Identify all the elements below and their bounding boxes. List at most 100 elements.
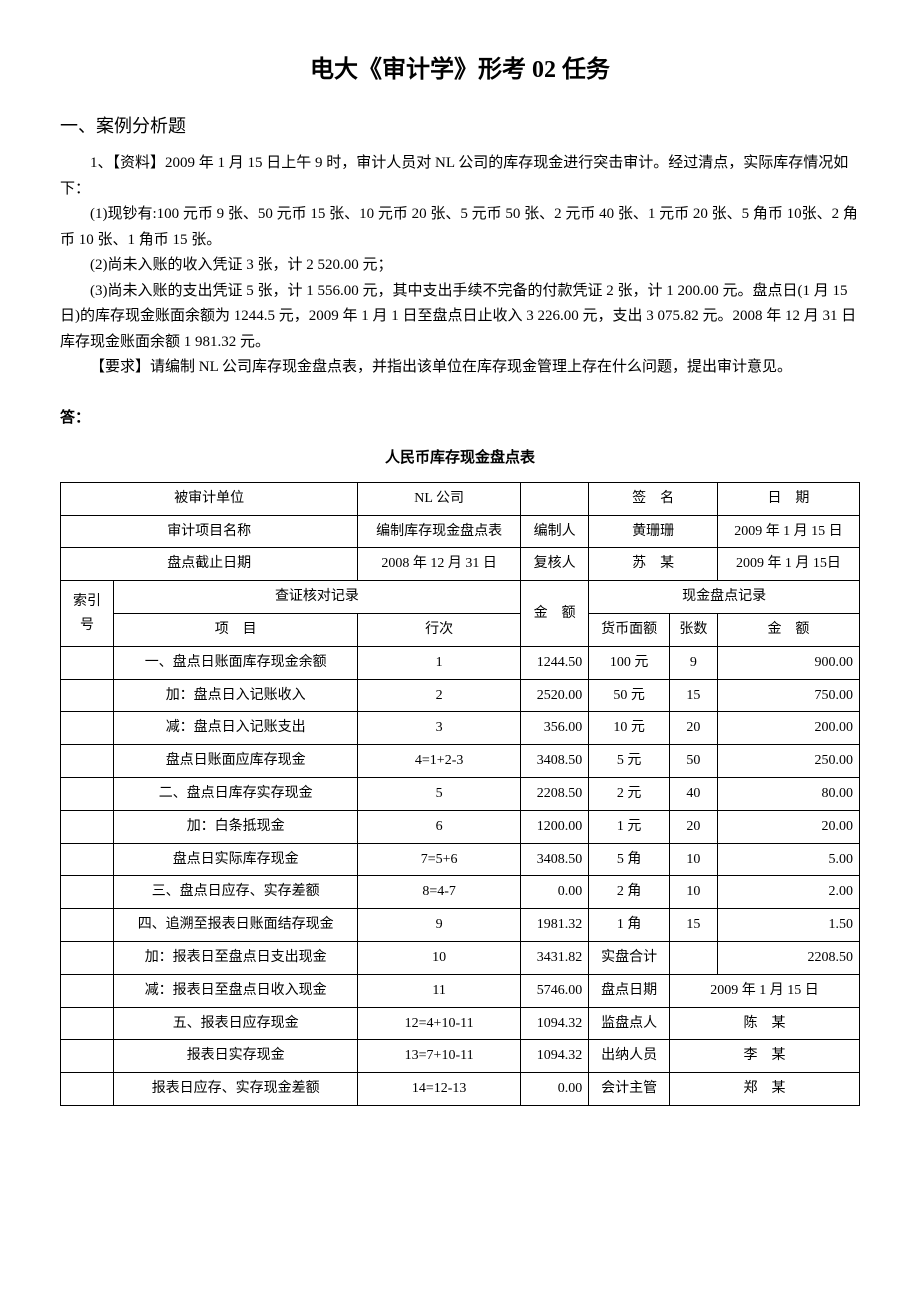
cell-amount: 0.00: [520, 1073, 588, 1106]
th-cutoff-label: 盘点截止日期: [61, 548, 358, 581]
section-heading: 一、案例分析题: [60, 111, 860, 142]
th-reviewer-value: 苏 某: [589, 548, 718, 581]
cell-amount2: 900.00: [717, 646, 859, 679]
cell-subtotal-label: 实盘合计: [589, 942, 670, 975]
cell-amount: 5746.00: [520, 974, 588, 1007]
cell-amount2: 200.00: [717, 712, 859, 745]
cell-item: 二、盘点日库存实存现金: [114, 778, 358, 811]
cell-sheets: 15: [669, 679, 717, 712]
th-preparer-label: 编制人: [520, 515, 588, 548]
cell-line: 11: [358, 974, 521, 1007]
cell-denom: 2 角: [589, 876, 670, 909]
cell-line: 6: [358, 810, 521, 843]
cell-amount2: 20.00: [717, 810, 859, 843]
cell-denom: 5 角: [589, 843, 670, 876]
paragraph: 【要求】请编制 NL 公司库存现金盘点表，并指出该单位在库存现金管理上存在什么问…: [60, 355, 860, 381]
cell-line: 4=1+2-3: [358, 745, 521, 778]
cell-item: 四、追溯至报表日账面结存现金: [114, 909, 358, 942]
paragraph: 1、【资料】2009 年 1 月 15 日上午 9 时，审计人员对 NL 公司的…: [60, 151, 860, 202]
cell-sheets: 40: [669, 778, 717, 811]
th-audited-unit-value: NL 公司: [358, 482, 521, 515]
cell-amount: 3408.50: [520, 843, 588, 876]
cell-amount: 2208.50: [520, 778, 588, 811]
cell-index: [61, 646, 114, 679]
paragraph: (2)尚未入账的收入凭证 3 张，计 2 520.00 元；: [60, 253, 860, 279]
cell-line: 10: [358, 942, 521, 975]
cell-item: 盘点日账面应库存现金: [114, 745, 358, 778]
th-reviewer-date: 2009 年 1 月 15日: [717, 548, 859, 581]
cell-amount2: 2.00: [717, 876, 859, 909]
th-index: 索引号: [61, 581, 114, 647]
th-preparer-value: 黄珊珊: [589, 515, 718, 548]
cell-amount: 0.00: [520, 876, 588, 909]
cell-line: 12=4+10-11: [358, 1007, 521, 1040]
cell-amount: 1200.00: [520, 810, 588, 843]
cell-item: 加：报表日至盘点日支出现金: [114, 942, 358, 975]
cell-count-date-label: 盘点日期: [589, 974, 670, 1007]
cell-denom: 2 元: [589, 778, 670, 811]
cell-sheets: 10: [669, 876, 717, 909]
cell-amount: 2520.00: [520, 679, 588, 712]
cell-line: 14=12-13: [358, 1073, 521, 1106]
th-preparer-date: 2009 年 1 月 15 日: [717, 515, 859, 548]
cell-subtotal-amount: 2208.50: [717, 942, 859, 975]
th-denom: 货币面额: [589, 614, 670, 647]
th-ledger-section: 查证核对记录: [114, 581, 521, 614]
cell-line: 5: [358, 778, 521, 811]
cell-item: 一、盘点日账面库存现金余额: [114, 646, 358, 679]
cell-amount: 1981.32: [520, 909, 588, 942]
cell-line: 9: [358, 909, 521, 942]
cell-chief-label: 会计主管: [589, 1073, 670, 1106]
cell-amount: 1094.32: [520, 1040, 588, 1073]
answer-label: 答：: [60, 406, 860, 432]
cell-cashier-value: 李 某: [669, 1040, 859, 1073]
cell-item: 五、报表日应存现金: [114, 1007, 358, 1040]
th-audited-unit-label: 被审计单位: [61, 482, 358, 515]
th-reviewer-label: 复核人: [520, 548, 588, 581]
th-amount2: 金 额: [717, 614, 859, 647]
th-project-label: 审计项目名称: [61, 515, 358, 548]
cell-denom: 5 元: [589, 745, 670, 778]
paragraph: (3)尚未入账的支出凭证 5 张，计 1 556.00 元，其中支出手续不完备的…: [60, 279, 860, 356]
cash-count-table: 被审计单位 NL 公司 签 名 日 期 审计项目名称 编制库存现金盘点表 编制人…: [60, 482, 860, 1106]
cell-line: 3: [358, 712, 521, 745]
cell-amount: 1094.32: [520, 1007, 588, 1040]
cell-chief-value: 郑 某: [669, 1073, 859, 1106]
cell-denom: 50 元: [589, 679, 670, 712]
th-cutoff-value: 2008 年 12 月 31 日: [358, 548, 521, 581]
cell-supervisor-label: 监盘点人: [589, 1007, 670, 1040]
cell-amount2: 5.00: [717, 843, 859, 876]
cell-amount: 3431.82: [520, 942, 588, 975]
cell-item: 加：盘点日入记账收入: [114, 679, 358, 712]
th-date-label: 日 期: [717, 482, 859, 515]
cell-item: 盘点日实际库存现金: [114, 843, 358, 876]
th-blank: [520, 482, 588, 515]
cell-amount2: 80.00: [717, 778, 859, 811]
cell-item: 减：报表日至盘点日收入现金: [114, 974, 358, 1007]
cell-denom: 100 元: [589, 646, 670, 679]
th-item: 项 目: [114, 614, 358, 647]
cell-amount: 3408.50: [520, 745, 588, 778]
th-line: 行次: [358, 614, 521, 647]
cell-count-date-value: 2009 年 1 月 15 日: [669, 974, 859, 1007]
cell-line: 13=7+10-11: [358, 1040, 521, 1073]
cell-item: 报表日实存现金: [114, 1040, 358, 1073]
th-amount: 金 额: [520, 581, 588, 647]
cell-denom: 1 元: [589, 810, 670, 843]
th-sheets: 张数: [669, 614, 717, 647]
cell-cashier-label: 出纳人员: [589, 1040, 670, 1073]
cell-line: 8=4-7: [358, 876, 521, 909]
cell-item: 减：盘点日入记账支出: [114, 712, 358, 745]
cell-sheets: 15: [669, 909, 717, 942]
cell-amount2: 750.00: [717, 679, 859, 712]
cell-sheets: 20: [669, 712, 717, 745]
cell-sheets: 50: [669, 745, 717, 778]
th-sign-label: 签 名: [589, 482, 718, 515]
cell-item: 加：白条抵现金: [114, 810, 358, 843]
cell-sheets: 10: [669, 843, 717, 876]
cell-item: 三、盘点日应存、实存差额: [114, 876, 358, 909]
cell-amount2: 250.00: [717, 745, 859, 778]
cell-sheets: 20: [669, 810, 717, 843]
cell-line: 7=5+6: [358, 843, 521, 876]
th-project-value: 编制库存现金盘点表: [358, 515, 521, 548]
